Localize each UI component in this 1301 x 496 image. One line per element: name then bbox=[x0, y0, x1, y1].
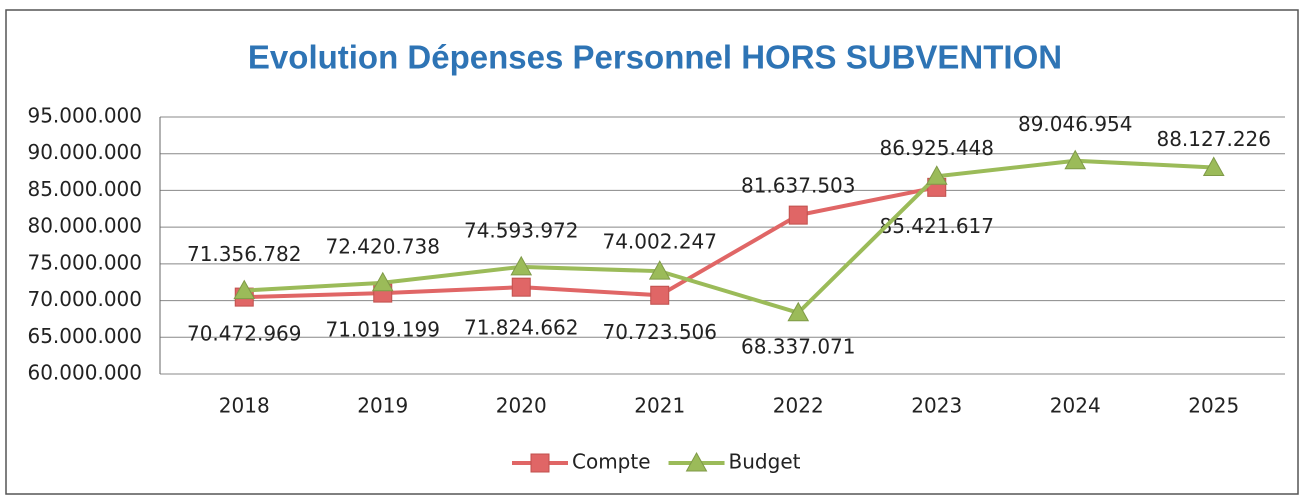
data-label: 68.337.071 bbox=[741, 334, 856, 358]
legend-label: Budget bbox=[729, 450, 801, 474]
marker bbox=[1202, 156, 1225, 176]
x-tick-label: 2019 bbox=[357, 394, 408, 418]
marker bbox=[530, 453, 550, 473]
marker bbox=[788, 205, 808, 225]
series-line bbox=[244, 185, 938, 300]
marker bbox=[648, 260, 671, 280]
marker bbox=[511, 277, 531, 297]
data-label: 88.127.226 bbox=[1156, 127, 1271, 151]
marker bbox=[510, 255, 533, 276]
y-tick-label: 90.000.000 bbox=[27, 140, 142, 164]
data-label: 89.046.954 bbox=[1018, 112, 1133, 136]
x-tick-label: 2024 bbox=[1050, 394, 1101, 418]
data-label: 86.925.448 bbox=[879, 136, 994, 160]
marker bbox=[925, 165, 948, 185]
data-label: 70.472.969 bbox=[187, 322, 302, 346]
y-tick-label: 80.000.000 bbox=[27, 214, 142, 238]
y-tick-label: 95.000.000 bbox=[27, 104, 142, 128]
marker bbox=[233, 279, 256, 300]
x-tick-label: 2025 bbox=[1188, 394, 1239, 418]
x-tick-label: 2023 bbox=[911, 394, 962, 418]
y-tick-label: 75.000.000 bbox=[27, 250, 142, 274]
legend-label: Compte bbox=[572, 450, 651, 474]
y-tick-label: 85.000.000 bbox=[27, 177, 142, 201]
x-tick-label: 2020 bbox=[496, 394, 547, 418]
marker bbox=[685, 451, 708, 472]
y-tick-label: 65.000.000 bbox=[27, 324, 142, 348]
data-label: 71.019.199 bbox=[325, 318, 440, 342]
data-label: 72.420.738 bbox=[325, 234, 440, 258]
data-label: 85.421.617 bbox=[879, 214, 994, 238]
data-label: 71.356.782 bbox=[187, 242, 302, 266]
marker bbox=[787, 301, 810, 322]
data-label: 70.723.506 bbox=[602, 320, 717, 344]
data-label: 74.002.247 bbox=[602, 230, 717, 254]
chart-title: Evolution Dépenses Personnel HORS SUBVEN… bbox=[248, 39, 1062, 76]
x-tick-label: 2018 bbox=[219, 394, 270, 418]
marker bbox=[371, 271, 394, 292]
data-label: 71.824.662 bbox=[464, 316, 579, 340]
y-tick-label: 70.000.000 bbox=[27, 287, 142, 311]
data-label: 81.637.503 bbox=[741, 174, 856, 198]
chart-frame bbox=[5, 9, 1299, 495]
marker bbox=[650, 285, 670, 305]
series-line bbox=[244, 158, 1214, 316]
data-label: 74.593.972 bbox=[464, 218, 579, 242]
x-tick-label: 2022 bbox=[773, 394, 824, 418]
y-tick-label: 60.000.000 bbox=[27, 361, 142, 385]
marker bbox=[1064, 149, 1087, 170]
x-tick-label: 2021 bbox=[634, 394, 685, 418]
